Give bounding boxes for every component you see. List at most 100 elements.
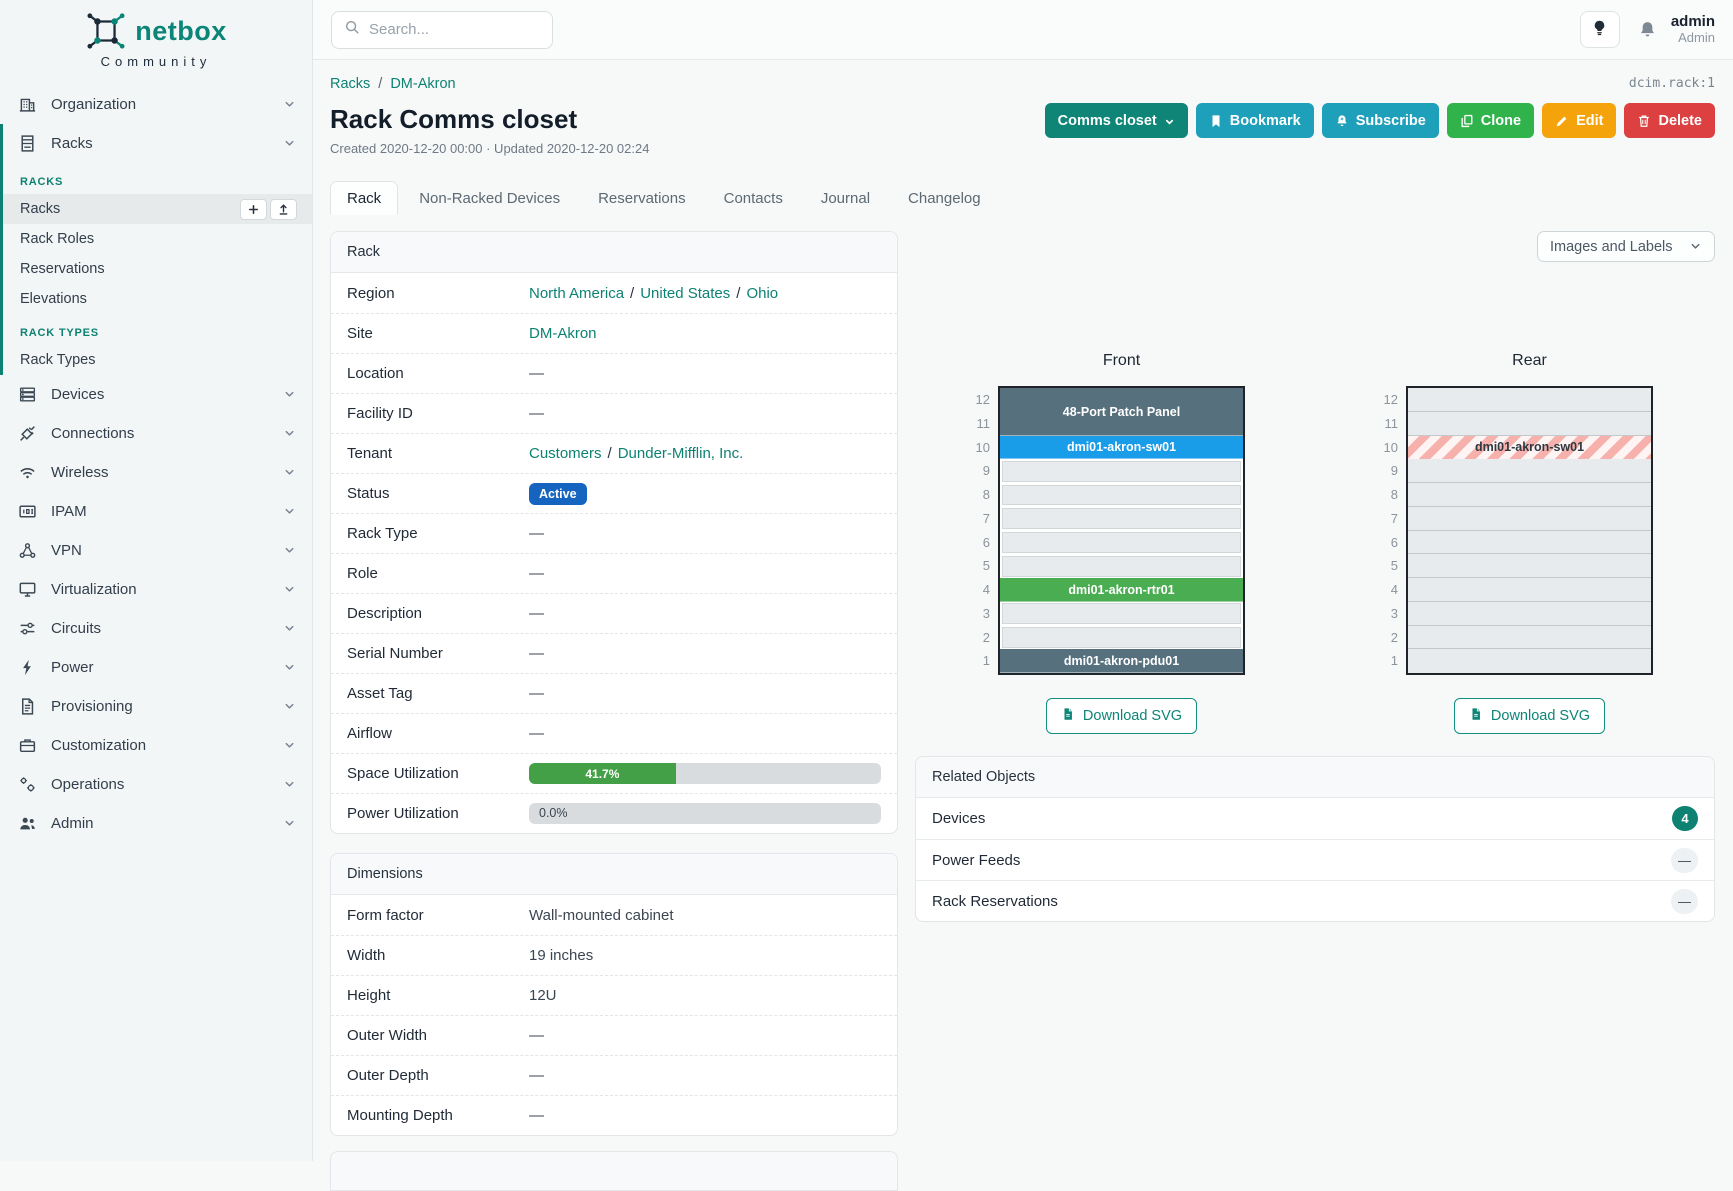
rack-unit-slot[interactable]: [1408, 506, 1651, 531]
sidebar-item-organization[interactable]: Organization: [0, 85, 312, 124]
search-box[interactable]: [331, 10, 553, 49]
tab-changelog[interactable]: Changelog: [908, 189, 981, 207]
brand-name[interactable]: netbox: [135, 15, 227, 46]
users-icon: [18, 814, 37, 833]
import-racks-button[interactable]: [270, 198, 297, 220]
attr-row-height: Height 12U: [331, 975, 897, 1015]
sidebar-item-wireless[interactable]: Wireless: [0, 453, 312, 492]
rack-unit-slot[interactable]: [1002, 484, 1241, 506]
rack-device-dmi01-akron-rtr01[interactable]: dmi01-akron-rtr01: [1000, 578, 1243, 602]
rack-unit-slot[interactable]: [1408, 625, 1651, 650]
sidebar-item-rack-types[interactable]: Rack Types: [3, 345, 312, 375]
bellplus-icon: [1335, 114, 1349, 128]
attr-value: —: [529, 525, 544, 542]
bookmark-button[interactable]: Bookmark: [1195, 103, 1314, 138]
sidebar-item-power[interactable]: Power: [0, 648, 312, 687]
attr-link-north-america[interactable]: North America: [529, 284, 625, 302]
rack-unit-slot[interactable]: [1408, 578, 1651, 602]
add-rack-button[interactable]: [240, 198, 267, 220]
nav-section-header-rack-types: RACK TYPES: [20, 327, 99, 339]
rack-device-dmi01-akron-sw01[interactable]: dmi01-akron-sw01: [1408, 435, 1651, 460]
sidebar-item-admin[interactable]: Admin: [0, 804, 312, 843]
sidebar-item-customization[interactable]: Customization: [0, 726, 312, 765]
attr-value: DM-Akron: [529, 325, 881, 342]
unit-number: 1: [982, 653, 990, 669]
attr-row-serial-number: Serial Number —: [331, 633, 897, 673]
rack-unit-slot[interactable]: [1408, 411, 1651, 436]
plug-icon: [18, 424, 37, 443]
attr-link-customers[interactable]: Customers: [529, 445, 602, 462]
chevron-down-icon: [283, 137, 296, 150]
sidebar-item-label: Racks: [20, 201, 61, 217]
attr-link-united-states[interactable]: United States: [640, 284, 731, 302]
rack-unit-slot[interactable]: [1408, 649, 1651, 673]
rack-unit-slot[interactable]: [1002, 555, 1241, 577]
rear-download-svg-button[interactable]: Download SVG: [1453, 698, 1606, 734]
clone-button[interactable]: Clone: [1446, 103, 1535, 138]
breadcrumb-link-dm-akron[interactable]: DM-Akron: [390, 76, 456, 92]
front-download-svg-button[interactable]: Download SVG: [1045, 698, 1198, 734]
sidebar-item-operations[interactable]: Operations: [0, 765, 312, 804]
comms-closet-button[interactable]: Comms closet: [1044, 103, 1188, 138]
attr-label: Status: [347, 485, 390, 502]
theme-toggle-button[interactable]: [1579, 11, 1620, 48]
tab-non-racked-devices[interactable]: Non-Racked Devices: [419, 189, 561, 207]
related-row-power-feeds[interactable]: Power Feeds —: [916, 839, 1714, 880]
rack-device-dmi01-akron-sw01[interactable]: dmi01-akron-sw01: [1000, 435, 1243, 460]
unit-number: 2: [1390, 629, 1398, 645]
rack-unit-slot[interactable]: [1408, 530, 1651, 555]
rack-unit-slot[interactable]: [1408, 601, 1651, 626]
attr-link-dm-akron[interactable]: DM-Akron: [529, 325, 597, 342]
delete-button[interactable]: Delete: [1624, 103, 1715, 138]
rack-unit-slot[interactable]: [1408, 459, 1651, 483]
attr-row-region: Region North America / United States / Ohio: [331, 273, 897, 313]
sidebar-item-ipam[interactable]: IPAM: [0, 492, 312, 531]
attr-value: Active: [529, 482, 881, 505]
attr-link-dunder-mifflin-inc[interactable]: Dunder-Mifflin, Inc.: [617, 445, 744, 462]
tab-journal[interactable]: Journal: [820, 189, 871, 207]
sidebar-item-label: Rack Types: [20, 352, 96, 368]
sidebar-item-label: Devices: [51, 386, 105, 403]
sidebar-item-reservations[interactable]: Reservations: [3, 254, 312, 284]
chevron-down-icon: [283, 778, 296, 791]
rack-unit-slot[interactable]: [1002, 627, 1241, 648]
edit-button[interactable]: Edit: [1542, 103, 1617, 138]
rack-unit-slot[interactable]: [1408, 483, 1651, 507]
rack-unit-slot[interactable]: [1002, 508, 1241, 529]
related-row-rack-reservations[interactable]: Rack Reservations —: [916, 880, 1714, 921]
rack-unit-slot[interactable]: [1002, 603, 1241, 624]
tab-reservations[interactable]: Reservations: [598, 189, 686, 207]
sidebar-item-vpn[interactable]: VPN: [0, 531, 312, 570]
sidebar-item-circuits[interactable]: Circuits: [0, 609, 312, 648]
sidebar-item-devices[interactable]: Devices: [0, 375, 312, 414]
rack-unit-slot[interactable]: [1002, 532, 1241, 553]
rack-unit-slot[interactable]: [1002, 460, 1241, 482]
tab-rack[interactable]: Rack: [330, 181, 399, 215]
tab-contacts[interactable]: Contacts: [723, 189, 783, 207]
sidebar: netbox Community Organization Racks RACKS R…: [0, 0, 313, 1161]
breadcrumb-link-racks[interactable]: Racks: [330, 76, 371, 92]
sidebar-item-racks[interactable]: Racks: [3, 194, 312, 224]
sidebar-item-provisioning[interactable]: Provisioning: [0, 687, 312, 726]
user-menu[interactable]: admin Admin: [1671, 13, 1715, 45]
rack-unit-slot[interactable]: [1408, 388, 1651, 412]
rack-device-dmi01-akron-pdu01[interactable]: dmi01-akron-pdu01: [1000, 649, 1243, 673]
sidebar-item-rack-roles[interactable]: Rack Roles: [3, 224, 312, 254]
sidebar-item-virtualization[interactable]: Virtualization: [0, 570, 312, 609]
sidebar-item-elevations[interactable]: Elevations: [3, 284, 312, 314]
related-row-devices[interactable]: Devices 4: [916, 798, 1714, 839]
front-rack-diagram: 48-Port Patch Panel dmi01-akron-sw01 dmi01…: [998, 386, 1245, 675]
attr-link-ohio[interactable]: Ohio: [746, 284, 779, 302]
sidebar-item-racks[interactable]: Racks: [3, 124, 312, 163]
sidebar-item-connections[interactable]: Connections: [0, 414, 312, 453]
rack-unit-slot[interactable]: [1408, 554, 1651, 578]
subscribe-button[interactable]: Subscribe: [1321, 103, 1439, 138]
sidebar-item-label: Power: [51, 659, 94, 676]
notifications-bell-icon[interactable]: [1638, 20, 1657, 39]
chevron-down-icon: [283, 388, 296, 401]
elevation-view-select[interactable]: Images and Labels: [1537, 231, 1715, 262]
chevron-down-icon: [283, 700, 296, 713]
rack-device-48-port-patch-panel[interactable]: 48-Port Patch Panel: [1000, 388, 1243, 436]
search-input[interactable]: [369, 21, 540, 38]
attr-label: Outer Width: [347, 1027, 428, 1044]
